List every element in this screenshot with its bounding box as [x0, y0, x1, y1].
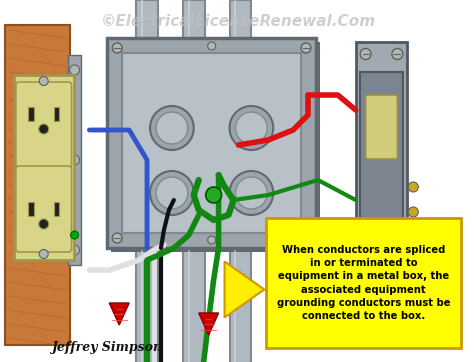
Circle shape — [156, 177, 188, 209]
Bar — [107, 38, 316, 248]
Circle shape — [229, 171, 273, 215]
Circle shape — [156, 112, 188, 144]
FancyBboxPatch shape — [365, 95, 397, 159]
Bar — [229, 248, 251, 362]
Bar — [68, 55, 82, 265]
Circle shape — [39, 124, 49, 134]
Circle shape — [360, 49, 371, 59]
Circle shape — [39, 76, 48, 85]
Circle shape — [301, 233, 311, 243]
Circle shape — [236, 112, 267, 144]
Text: When conductors are spliced
in or terminated to
equipment in a metal box, the
as: When conductors are spliced in or termin… — [277, 245, 450, 321]
Polygon shape — [225, 261, 264, 317]
Polygon shape — [199, 313, 219, 335]
Circle shape — [208, 236, 216, 244]
Circle shape — [392, 235, 403, 245]
Bar — [5, 25, 70, 345]
Circle shape — [409, 207, 418, 217]
Polygon shape — [109, 303, 129, 325]
Circle shape — [150, 106, 194, 150]
Circle shape — [150, 171, 194, 215]
Circle shape — [360, 235, 371, 245]
Bar — [136, 248, 158, 362]
Bar — [136, 0, 158, 45]
Circle shape — [39, 219, 49, 229]
Circle shape — [70, 155, 80, 165]
FancyBboxPatch shape — [16, 82, 72, 168]
Bar — [111, 42, 320, 252]
Circle shape — [229, 106, 273, 150]
Bar — [28, 107, 34, 121]
Text: Jeffrey Simpson: Jeffrey Simpson — [52, 341, 163, 354]
Circle shape — [400, 256, 407, 264]
FancyBboxPatch shape — [16, 166, 72, 252]
Circle shape — [301, 43, 311, 53]
Bar — [14, 75, 73, 260]
Bar — [54, 107, 59, 121]
Circle shape — [409, 182, 418, 192]
Bar — [183, 0, 205, 45]
Bar — [54, 202, 59, 216]
Circle shape — [70, 245, 80, 255]
Circle shape — [236, 177, 267, 209]
Bar — [229, 0, 251, 45]
Circle shape — [112, 43, 122, 53]
Circle shape — [71, 231, 79, 239]
Bar — [360, 72, 403, 222]
Bar — [266, 218, 461, 348]
Circle shape — [39, 249, 48, 258]
Bar — [28, 202, 34, 216]
Text: ©ElectricalLicenseRenewal.Com: ©ElectricalLicenseRenewal.Com — [101, 14, 376, 29]
Bar — [183, 248, 205, 362]
Circle shape — [392, 49, 403, 59]
Circle shape — [206, 187, 221, 203]
Circle shape — [70, 65, 80, 75]
Bar — [356, 42, 407, 252]
Circle shape — [112, 233, 122, 243]
Bar — [122, 53, 301, 233]
Circle shape — [208, 42, 216, 50]
